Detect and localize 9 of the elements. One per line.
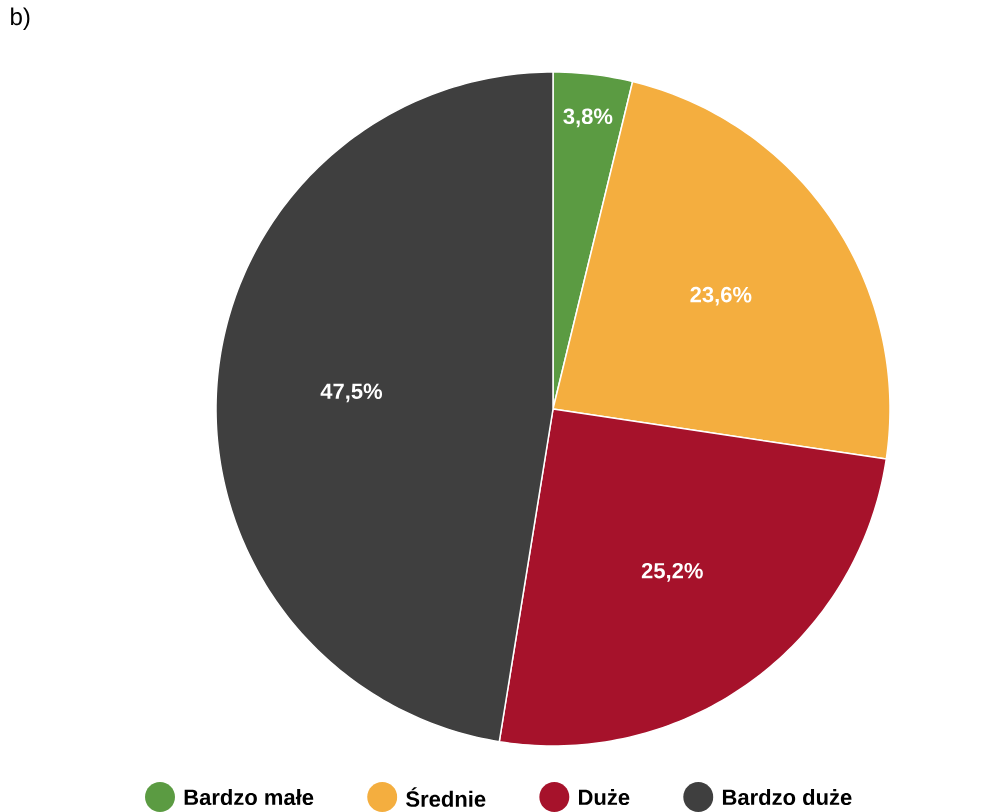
legend-label: Bardzo duże <box>722 788 852 806</box>
data-label: 47,5% <box>320 383 383 403</box>
data-label: 3,8% <box>563 108 613 128</box>
legend-label: Duże <box>579 788 630 806</box>
legend-label: Średnie <box>406 787 486 807</box>
data-label: 23,6% <box>690 286 752 306</box>
legend-label: Bardzo małe <box>184 788 314 806</box>
data-label: 25,2% <box>641 562 703 582</box>
chart-title: b) <box>11 7 30 30</box>
